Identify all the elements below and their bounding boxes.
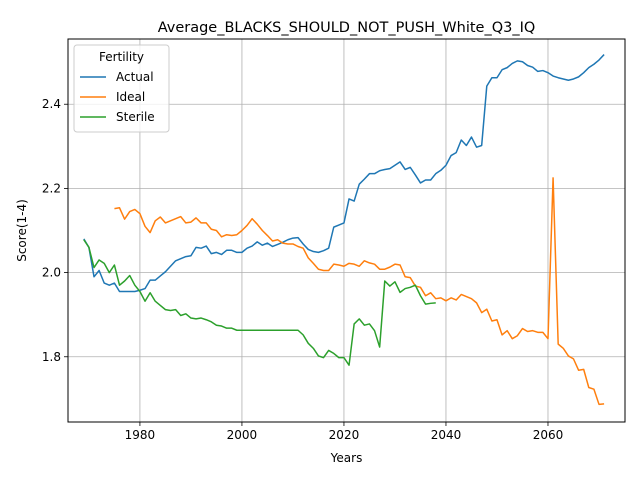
chart-title: Average_BLACKS_SHOULD_NOT_PUSH_White_Q3_… (158, 20, 536, 36)
legend-box (73, 44, 170, 133)
y-tick-label: 2.0 (42, 266, 61, 280)
x-tick-label: 1980 (125, 428, 156, 442)
legend: Fertility Actual Ideal Sterile (73, 44, 170, 133)
x-tick-label: 2040 (431, 428, 462, 442)
series-line-actual (83, 54, 605, 293)
plot-frame (67, 38, 626, 423)
x-tick-label: 2000 (227, 428, 258, 442)
series-line-sterile (83, 239, 436, 366)
y-axis-label: Score(1-4) (15, 199, 29, 262)
legend-label-sterile: Sterile (116, 110, 155, 124)
legend-title: Fertility (99, 50, 144, 64)
y-tick-label: 2.4 (42, 97, 61, 111)
x-axis: 1980 2000 2020 2040 2060 (125, 422, 564, 442)
series-line-ideal (114, 177, 605, 406)
y-axis: 1.8 2.0 2.2 2.4 (42, 97, 68, 364)
legend-label-actual: Actual (116, 70, 154, 84)
y-tick-label: 2.2 (42, 181, 61, 195)
x-tick-label: 2060 (533, 428, 564, 442)
series-layer (83, 54, 605, 406)
x-tick-label: 2020 (329, 428, 360, 442)
legend-label-ideal: Ideal (116, 90, 145, 104)
x-axis-label: Years (330, 451, 363, 465)
y-tick-label: 1.8 (42, 350, 61, 364)
